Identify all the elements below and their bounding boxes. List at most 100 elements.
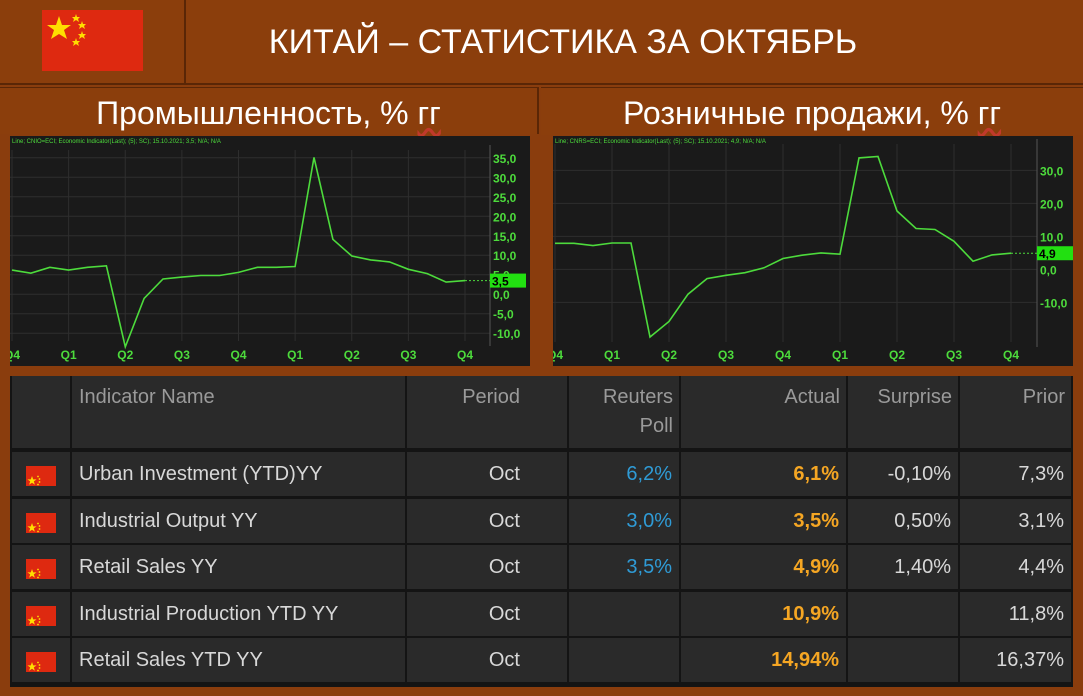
row-flag-cell <box>12 452 70 496</box>
header-indicator: Indicator Name <box>72 376 405 448</box>
y-tick-label: 10,0 <box>1040 230 1064 244</box>
cell-poll: 3,0% <box>569 498 679 543</box>
indicator-table: Indicator Name Period Reuters Poll Actua… <box>10 376 1073 687</box>
x-tick-label: Q4 <box>775 348 791 362</box>
retail-heading: Розничные продажи, % гг <box>541 87 1083 135</box>
header-surprise: Surprise <box>848 376 958 448</box>
industry-heading-unit: гг <box>417 95 441 131</box>
x-tick-label: Q1 <box>832 348 848 362</box>
header-poll: Reuters Poll <box>569 376 679 448</box>
page-title: КИТАЙ – СТАТИСТИКА ЗА ОКТЯБРЬ <box>268 23 858 61</box>
header-actual: Actual <box>681 376 846 448</box>
retail-chart-legend: Line; CNRS=ECI; Economic Indicator(Last)… <box>555 139 766 145</box>
header-flag <box>12 376 70 448</box>
cell-prior: 11,8% <box>960 591 1071 636</box>
china-flag-icon <box>26 466 56 486</box>
china-flag-icon <box>26 605 56 626</box>
header-period: Period <box>407 376 567 448</box>
china-flag-stars <box>47 14 86 46</box>
cell-period: Oct <box>407 545 567 589</box>
china-flag-icon <box>26 652 56 672</box>
current-value-badge <box>490 273 526 288</box>
y-tick-label: 20,0 <box>1040 197 1064 211</box>
y-tick-label: 10,0 <box>493 249 517 263</box>
row-flag-cell <box>12 545 70 589</box>
y-tick-label: 30,0 <box>493 171 517 185</box>
industry-heading: Промышленность, % гг <box>0 87 539 134</box>
header-poll-line1: Reuters <box>602 386 673 408</box>
y-tick-label: 0,0 <box>1040 263 1057 277</box>
industry-chart-legend: Line; CNIO=ECI; Economic Indicator(Last)… <box>12 139 221 145</box>
cell-name: Retail Sales YY <box>72 545 405 589</box>
x-tick-label: Q3 <box>174 348 190 362</box>
cell-poll <box>569 591 679 636</box>
y-tick-label: 30,0 <box>1040 164 1064 178</box>
cell-period: Oct <box>407 498 567 543</box>
cell-actual: 14,94% <box>681 638 846 682</box>
cell-surprise: -0,10% <box>848 452 958 496</box>
x-tick-label: Q4 <box>230 348 246 362</box>
x-tick-label: Q2 <box>117 348 133 362</box>
cell-surprise: 1,40% <box>848 545 958 589</box>
cell-prior: 16,37% <box>960 638 1071 682</box>
cell-surprise: 0,50% <box>848 498 958 543</box>
cell-prior: 4,4% <box>960 545 1071 589</box>
current-value-badge <box>1037 246 1073 261</box>
x-tick-label: Q2 <box>661 348 677 362</box>
x-tick-label: Q2 <box>889 348 905 362</box>
cell-poll: 6,2% <box>569 452 679 496</box>
series-line <box>11 157 466 350</box>
china-flag <box>42 10 143 71</box>
x-tick-label: Q4 <box>1003 348 1019 362</box>
china-flag-icon <box>26 559 56 579</box>
cell-period: Oct <box>407 452 567 496</box>
row-flag-cell <box>12 591 70 636</box>
x-tick-label: Q1 <box>604 348 620 362</box>
y-tick-label: -5,0 <box>493 308 514 322</box>
cell-actual: 10,9% <box>681 591 846 636</box>
y-tick-label: 35,0 <box>493 152 517 166</box>
cell-actual: 3,5% <box>681 498 846 543</box>
x-tick-label: Q4 <box>457 348 473 362</box>
header-prior: Prior <box>960 376 1071 448</box>
cell-actual: 4,9% <box>681 545 846 589</box>
current-value-label: 3,5 <box>492 275 509 289</box>
header-poll-line2: Poll <box>639 415 673 437</box>
x-tick-label: Q2 <box>344 348 360 362</box>
cell-prior: 7,3% <box>960 452 1071 496</box>
cell-prior: 3,1% <box>960 498 1071 543</box>
industry-chart-svg: Line; CNIO=ECI; Economic Indicator(Last)… <box>10 139 526 362</box>
x-tick-label: Q1 <box>61 348 77 362</box>
x-tick-label: Q4 <box>10 348 20 362</box>
y-tick-label: 20,0 <box>493 210 517 224</box>
cell-poll: 3,5% <box>569 545 679 589</box>
x-tick-label: Q4 <box>553 348 563 362</box>
cell-name: Industrial Production YTD YY <box>72 591 405 636</box>
x-tick-label: Q3 <box>400 348 416 362</box>
y-tick-label: -10,0 <box>1040 296 1068 310</box>
y-tick-label: 15,0 <box>493 230 517 244</box>
china-flag-icon <box>26 512 56 533</box>
retail-heading-text: Розничные продажи, % <box>622 95 978 131</box>
y-tick-label: 25,0 <box>493 191 517 205</box>
current-value-label: 4,9 <box>1039 247 1056 261</box>
retail-heading-unit: гг <box>977 95 1002 131</box>
cell-name: Retail Sales YTD YY <box>72 638 405 682</box>
cell-period: Oct <box>407 591 567 636</box>
series-line <box>555 155 1012 339</box>
flag-cell <box>0 0 186 85</box>
cell-surprise <box>848 591 958 636</box>
title-bar <box>0 0 1083 85</box>
cell-poll <box>569 638 679 682</box>
cell-name: Urban Investment (YTD)YY <box>72 452 405 496</box>
cell-actual: 6,1% <box>681 452 846 496</box>
retail-chart: Line; CNRS=ECI; Economic Indicator(Last)… <box>553 136 1073 366</box>
x-tick-label: Q3 <box>946 348 962 362</box>
industry-chart: Line; CNIO=ECI; Economic Indicator(Last)… <box>10 136 530 366</box>
row-flag-cell <box>12 638 70 682</box>
y-tick-label: -10,0 <box>493 327 521 341</box>
retail-chart-svg: Line; CNRS=ECI; Economic Indicator(Last)… <box>553 139 1073 362</box>
cell-surprise <box>848 638 958 682</box>
cell-name: Industrial Output YY <box>72 498 405 543</box>
cell-period: Oct <box>407 638 567 682</box>
